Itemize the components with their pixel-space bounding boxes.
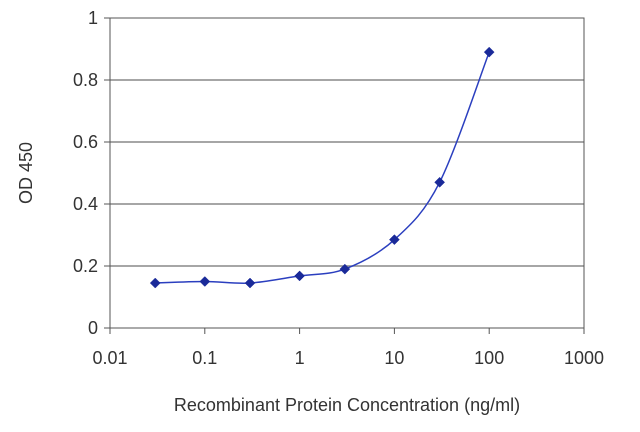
y-tick-label: 0.4 bbox=[73, 194, 98, 214]
data-point-marker bbox=[339, 263, 351, 275]
series-line bbox=[155, 51, 490, 285]
data-point-marker bbox=[294, 270, 305, 282]
x-tick-label: 0.01 bbox=[92, 348, 127, 368]
x-axis-title: Recombinant Protein Concentration (ng/ml… bbox=[174, 395, 520, 415]
y-tick-label: 0 bbox=[88, 318, 98, 338]
plot-frame bbox=[109, 17, 585, 329]
data-point-marker bbox=[244, 277, 256, 289]
x-axis-ticks: 0.01 0.1 1 10 100 1000 bbox=[92, 328, 604, 368]
x-tick-label: 100 bbox=[474, 348, 504, 368]
x-tick-label: 0.1 bbox=[192, 348, 217, 368]
data-point-marker bbox=[389, 234, 400, 246]
y-tick-label: 0.2 bbox=[73, 256, 98, 276]
x-tick-label: 1000 bbox=[564, 348, 604, 368]
data-point-marker bbox=[483, 46, 495, 58]
y-axis-ticks: 0 0.2 0.4 0.6 0.8 1 bbox=[73, 8, 110, 338]
data-point-marker bbox=[199, 276, 211, 287]
data-point-marker bbox=[149, 277, 161, 289]
y-tick-label: 0.6 bbox=[73, 132, 98, 152]
x-tick-label: 10 bbox=[384, 348, 404, 368]
data-point-marker bbox=[434, 176, 445, 188]
y-tick-label: 1 bbox=[88, 8, 98, 28]
y-axis-title: OD 450 bbox=[16, 142, 36, 204]
series-layer bbox=[149, 46, 495, 289]
grid-layer bbox=[110, 79, 584, 267]
y-tick-label: 0.8 bbox=[73, 70, 98, 90]
x-tick-label: 1 bbox=[295, 348, 305, 368]
